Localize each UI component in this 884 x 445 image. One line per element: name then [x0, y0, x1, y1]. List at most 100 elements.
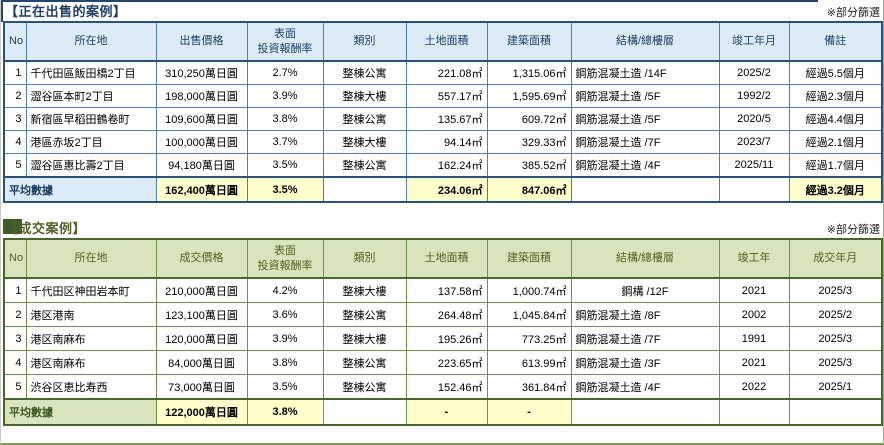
average-land: 234.06㎡: [405, 176, 488, 203]
location-cell: 港区南麻布: [25, 350, 157, 375]
land-cell: 135.67㎡: [405, 107, 488, 131]
price-cell: 94,180萬日圓: [155, 153, 248, 178]
building-cell: 773.25㎡: [486, 326, 572, 351]
col-header-location: 所在地: [25, 238, 157, 279]
note-cell: 2025/3: [788, 350, 883, 375]
completion-cell: 2023/7: [718, 130, 790, 154]
note-cell: 2025/1: [788, 374, 883, 400]
note-cell: 經過2.3個月: [788, 84, 883, 108]
col-header-note: 成交年月: [788, 238, 883, 279]
location-cell: 港区港南: [25, 302, 157, 327]
cell-selection-artifact: [3, 219, 22, 234]
completion-cell: 1992/2: [718, 84, 790, 108]
note-cell: 經過5.5個月: [788, 60, 883, 85]
average-label: 平均數據: [3, 176, 157, 203]
land-cell: 264.48㎡: [405, 302, 488, 327]
table-row: 2 澀谷區本町2丁目 198,000萬日圓 3.9% 整棟大樓 557.17㎡ …: [3, 84, 883, 108]
col-header-no: No: [3, 21, 27, 62]
completion-cell: 2022: [718, 374, 790, 400]
no-cell: 4: [3, 350, 27, 375]
average-price: 162,400萬日圓: [155, 176, 248, 203]
price-cell: 100,000萬日圓: [155, 130, 248, 154]
no-cell: 1: [3, 277, 27, 303]
land-cell: 94.14㎡: [405, 130, 488, 154]
building-cell: 361.84㎡: [486, 374, 572, 400]
average-price: 122,000萬日圓: [155, 398, 248, 426]
yield-cell: 3.8%: [246, 350, 324, 375]
structure-cell: 鋼筋混凝土造 /4F: [570, 153, 720, 178]
sold-header-row: No 所在地 成交價格 表面 投資報酬率 類別 土地面積 建築面積 結構/總樓層 …: [3, 238, 883, 279]
category-cell: 整棟公寓: [322, 60, 407, 85]
no-cell: 2: [3, 84, 27, 108]
average-land: -: [405, 398, 488, 426]
category-cell: 整棟公寓: [322, 350, 407, 375]
category-cell: 整棟大樓: [322, 277, 407, 303]
col-header-price: 出售價格: [155, 21, 248, 62]
structure-cell: 鋼構 /12F: [570, 277, 720, 303]
col-header-category: 類別: [322, 238, 407, 279]
col-header-yield: 表面 投資報酬率: [246, 238, 324, 279]
table-row: 4 港區赤坂2丁目 100,000萬日圓 3.7% 整棟大樓 94.14㎡ 32…: [3, 130, 883, 154]
location-cell: 澀谷區惠比壽2丁目: [25, 153, 157, 178]
average-completion-empty: [718, 398, 790, 426]
yield-cell: 3.6%: [246, 302, 324, 327]
for-sale-header-row: No 所在地 出售價格 表面 投資報酬率 類別 土地面積 建築面積 結構/總樓層 …: [3, 21, 883, 62]
for-sale-table: No 所在地 出售價格 表面 投資報酬率 類別 土地面積 建築面積 結構/總樓層 …: [3, 21, 883, 203]
price-cell: 109,600萬日圓: [155, 107, 248, 131]
yield-cell: 3.9%: [246, 326, 324, 351]
table-row: 2 港区港南 123,100萬日圓 3.6% 整棟公寓 264.48㎡ 1,04…: [3, 302, 883, 327]
location-cell: 港区南麻布: [25, 326, 157, 351]
table-row: 5 澀谷區惠比壽2丁目 94,180萬日圓 3.5% 整棟公寓 162.24㎡ …: [3, 153, 883, 178]
building-cell: 329.33㎡: [486, 130, 572, 154]
structure-cell: 鋼筋混凝土造 /5F: [570, 84, 720, 108]
for-sale-title: 【正在出售的案例】: [5, 4, 127, 19]
left-border-accent: [1, 0, 3, 22]
col-header-price: 成交價格: [155, 238, 248, 279]
yield-cell: 3.7%: [246, 130, 324, 154]
for-sale-filter-note: ※部分篩選: [826, 7, 880, 19]
structure-cell: 鋼筋混凝土造 /7F: [570, 130, 720, 154]
yield-cell: 3.9%: [246, 84, 324, 108]
average-category-empty: [322, 398, 407, 426]
yield-cell: 3.5%: [246, 153, 324, 178]
land-cell: 162.24㎡: [405, 153, 488, 178]
structure-cell: 鋼筋混凝土造 /7F: [570, 326, 720, 351]
price-cell: 120,000萬日圓: [155, 326, 248, 351]
completion-cell: 2021: [718, 277, 790, 303]
note-cell: 2025/2: [788, 302, 883, 327]
land-cell: 152.46㎡: [405, 374, 488, 400]
note-cell: 經過2.1個月: [788, 130, 883, 154]
structure-cell: 鋼筋混凝土造 /8F: [570, 302, 720, 327]
completion-cell: 2020/5: [718, 107, 790, 131]
category-cell: 整棟公寓: [322, 107, 407, 131]
building-cell: 1,000.74㎡: [486, 277, 572, 303]
location-cell: 港區赤坂2丁目: [25, 130, 157, 154]
land-cell: 221.08㎡: [405, 60, 488, 85]
location-cell: 千代田區飯田橋2丁目: [25, 60, 157, 85]
average-structure-empty: [570, 176, 720, 203]
yield-line1: 表面: [274, 27, 296, 40]
land-cell: 557.17㎡: [405, 84, 488, 108]
category-cell: 整棟大樓: [322, 326, 407, 351]
category-cell: 整棟大樓: [322, 130, 407, 154]
average-building: 847.06㎡: [486, 176, 572, 203]
table-row: 3 新宿區早稻田鶴卷町 109,600萬日圓 3.8% 整棟公寓 135.67㎡…: [3, 107, 883, 131]
price-cell: 84,000萬日圓: [155, 350, 248, 375]
yield-line1: 表面: [274, 244, 296, 257]
sold-title: 【成交案例】: [5, 221, 87, 236]
land-cell: 195.26㎡: [405, 326, 488, 351]
average-yield: 3.5%: [246, 176, 324, 203]
yield-cell: 3.8%: [246, 107, 324, 131]
completion-cell: 2021: [718, 350, 790, 375]
top-border-accent: [1, 0, 818, 2]
col-header-structure: 結構/總樓層: [570, 21, 720, 62]
table-row: 1 千代田区神田岩本町 210,000萬日圓 4.2% 整棟大樓 137.58㎡…: [3, 277, 883, 303]
average-note: 經過3.2個月: [788, 176, 883, 203]
average-note-empty: [788, 398, 883, 426]
no-cell: 5: [3, 153, 27, 178]
yield-cell: 2.7%: [246, 60, 324, 85]
completion-cell: 2025/11: [718, 153, 790, 178]
note-cell: 2025/3: [788, 326, 883, 351]
col-header-completion: 竣工年月: [718, 21, 790, 62]
category-cell: 整棟公寓: [322, 374, 407, 400]
